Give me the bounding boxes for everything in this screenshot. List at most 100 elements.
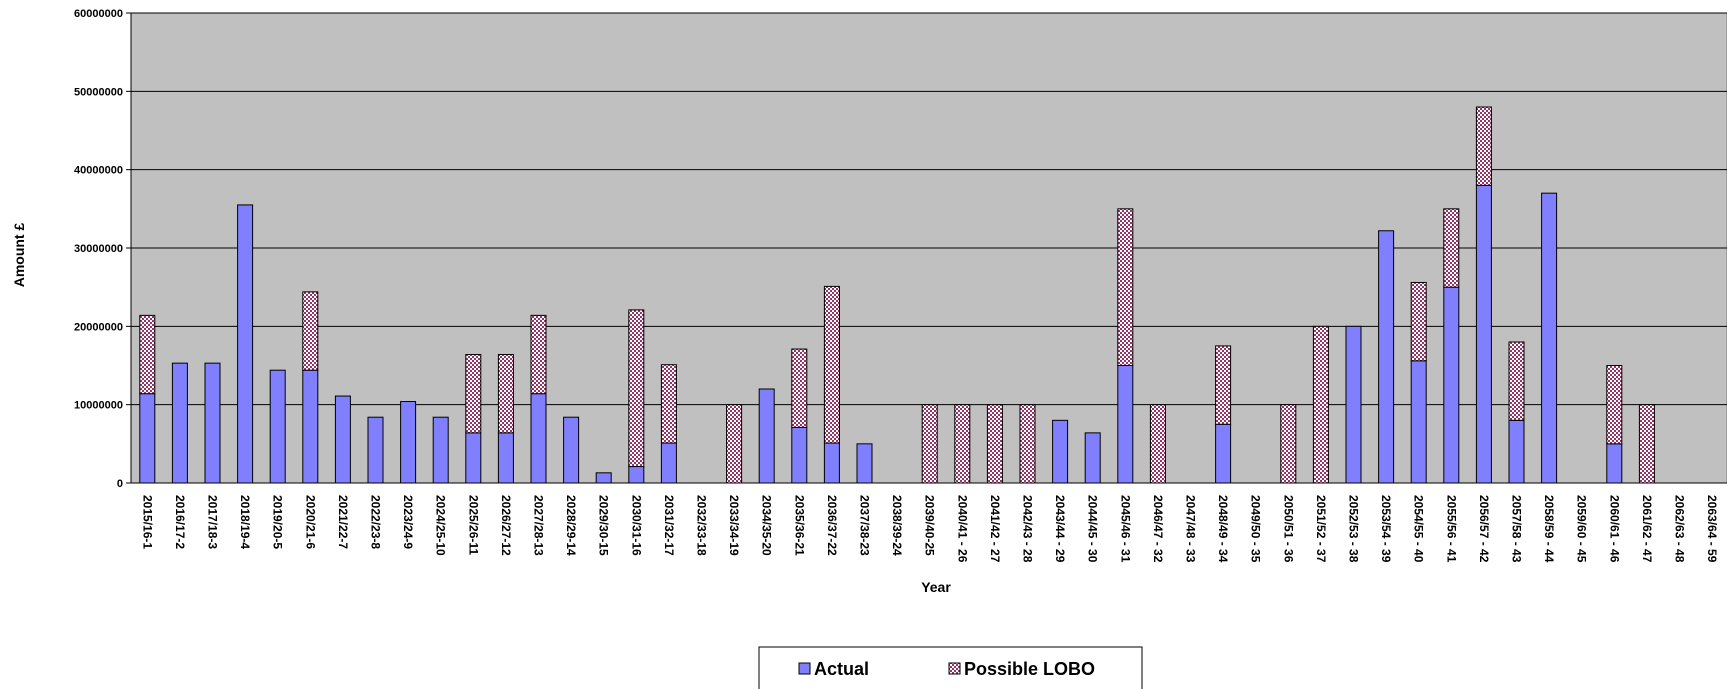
bar-actual <box>530 393 547 484</box>
bar-possible-lobo <box>1638 404 1655 484</box>
bar-possible-lobo <box>302 291 319 371</box>
y-tick-label: 20000000 <box>74 321 123 333</box>
bar-actual <box>1345 325 1362 484</box>
y-tick-label: 30000000 <box>74 243 123 255</box>
legend-label-lobo: Possible LOBO <box>964 659 1095 679</box>
bar-actual <box>758 388 775 484</box>
y-tick-label: 0 <box>117 478 123 490</box>
x-tick-label: 2056/57 - 42 <box>1477 495 1491 563</box>
x-tick-label: 2055/56 - 41 <box>1444 495 1458 563</box>
x-tick-label: 2046/47 - 32 <box>1151 495 1165 563</box>
bar-actual <box>595 472 612 484</box>
bar-actual <box>1541 192 1558 484</box>
bar-actual <box>465 432 482 484</box>
x-tick-label: 2060/61 - 46 <box>1607 495 1621 563</box>
bar-actual <box>432 416 449 484</box>
legend-swatch-lobo <box>948 662 961 675</box>
x-tick-label: 2027/28-13 <box>532 495 546 556</box>
x-tick-label: 2032/33-18 <box>695 495 709 556</box>
bar-actual <box>1475 184 1492 484</box>
y-axis-title: Amount £ <box>11 223 27 288</box>
x-tick-label: 2015/16-1 <box>140 495 154 549</box>
x-tick-label: 2036/37-22 <box>825 495 839 556</box>
y-tick-label: 10000000 <box>74 400 123 412</box>
x-tick-label: 2039/40-25 <box>923 495 937 556</box>
x-tick-label: 2031/32-17 <box>662 495 676 556</box>
x-tick-label: 2020/21-6 <box>303 495 317 549</box>
x-tick-label: 2033/34-19 <box>727 495 741 556</box>
bar-actual <box>628 466 645 484</box>
x-tick-label: 2022/23-8 <box>369 495 383 549</box>
bar-possible-lobo <box>465 354 482 434</box>
bar-possible-lobo <box>726 404 743 484</box>
bar-possible-lobo <box>986 404 1003 484</box>
x-tick-labels: 2015/16-1 2016/17-2 2017/18-3 2018/19-4 2019… <box>140 495 1719 563</box>
x-tick-label: 2045/46 - 31 <box>1118 495 1132 563</box>
bar-possible-lobo <box>1215 345 1232 425</box>
x-tick-label: 2024/25-10 <box>434 495 448 556</box>
bar-actual <box>856 443 873 484</box>
bar-possible-lobo <box>1280 404 1297 484</box>
bar-possible-lobo <box>139 314 156 395</box>
bar-actual <box>302 369 319 484</box>
x-tick-label: 2044/45 - 30 <box>1086 495 1100 563</box>
bar-actual <box>334 395 351 484</box>
x-tick-label: 2061/62 - 47 <box>1640 495 1654 563</box>
bar-possible-lobo <box>1606 365 1623 445</box>
x-tick-label: 2026/27-12 <box>499 495 513 556</box>
x-tick-label: 2030/31-16 <box>629 495 643 556</box>
bar-possible-lobo <box>954 404 971 484</box>
bar-actual <box>497 432 514 484</box>
bar-possible-lobo <box>1475 106 1492 186</box>
legend-label-actual: Actual <box>814 659 869 679</box>
x-tick-label: 2042/43 - 28 <box>1021 495 1035 563</box>
bar-actual <box>237 204 254 484</box>
bar-possible-lobo <box>1443 208 1460 288</box>
bar-actual <box>400 401 417 484</box>
x-tick-label: 2018/19-4 <box>238 495 252 549</box>
x-tick-label: 2050/51 - 36 <box>1281 495 1295 563</box>
x-tick-label: 2051/52 - 37 <box>1314 495 1328 563</box>
x-tick-label: 2058/59 - 44 <box>1542 495 1556 563</box>
x-tick-label: 2054/55 - 40 <box>1412 495 1426 563</box>
x-tick-label: 2025/26-11 <box>466 495 480 555</box>
bar-actual <box>1215 423 1232 484</box>
bar-possible-lobo <box>628 309 645 468</box>
x-tick-label: 2035/36-21 <box>792 495 806 556</box>
x-tick-label: 2049/50 - 35 <box>1249 495 1263 563</box>
x-tick-label: 2021/22-7 <box>336 495 350 549</box>
legend: Actual Possible LOBO <box>758 646 1143 689</box>
x-tick-label: 2053/54 - 39 <box>1379 495 1393 563</box>
x-tick-label: 2019/20-5 <box>271 495 285 549</box>
x-tick-label: 2028/29-14 <box>564 495 578 556</box>
x-tick-label: 2047/48 - 33 <box>1184 495 1198 563</box>
bar-possible-lobo <box>791 348 808 428</box>
x-tick-label: 2017/18-3 <box>206 495 220 549</box>
x-tick-label: 2038/39-24 <box>890 495 904 556</box>
y-tick-label: 60000000 <box>74 8 123 20</box>
x-tick-label: 2048/49 - 34 <box>1216 495 1230 563</box>
bar-actual <box>139 393 156 484</box>
y-tick-label: 50000000 <box>74 86 123 98</box>
bar-possible-lobo <box>1019 404 1036 484</box>
x-tick-label: 2043/44 - 29 <box>1053 495 1067 563</box>
bar-possible-lobo <box>497 354 514 434</box>
bar-actual <box>660 442 677 484</box>
bar-possible-lobo <box>660 364 677 444</box>
x-tick-label: 2052/53 - 38 <box>1347 495 1361 563</box>
bar-actual <box>1443 286 1460 484</box>
bar-possible-lobo <box>1508 341 1525 421</box>
bar-possible-lobo <box>1149 404 1166 484</box>
x-tick-label: 2016/17-2 <box>173 495 187 549</box>
bar-actual <box>171 362 188 484</box>
bar-actual <box>367 416 384 484</box>
x-tick-label: 2029/30-15 <box>597 495 611 556</box>
x-tick-label: 2040/41 - 26 <box>955 495 969 563</box>
bars <box>139 106 1655 484</box>
legend-box <box>758 646 1143 689</box>
bar-actual <box>1508 419 1525 484</box>
bar-actual <box>1117 365 1134 484</box>
y-tick-label: 40000000 <box>74 165 123 177</box>
bar-possible-lobo <box>530 314 547 395</box>
